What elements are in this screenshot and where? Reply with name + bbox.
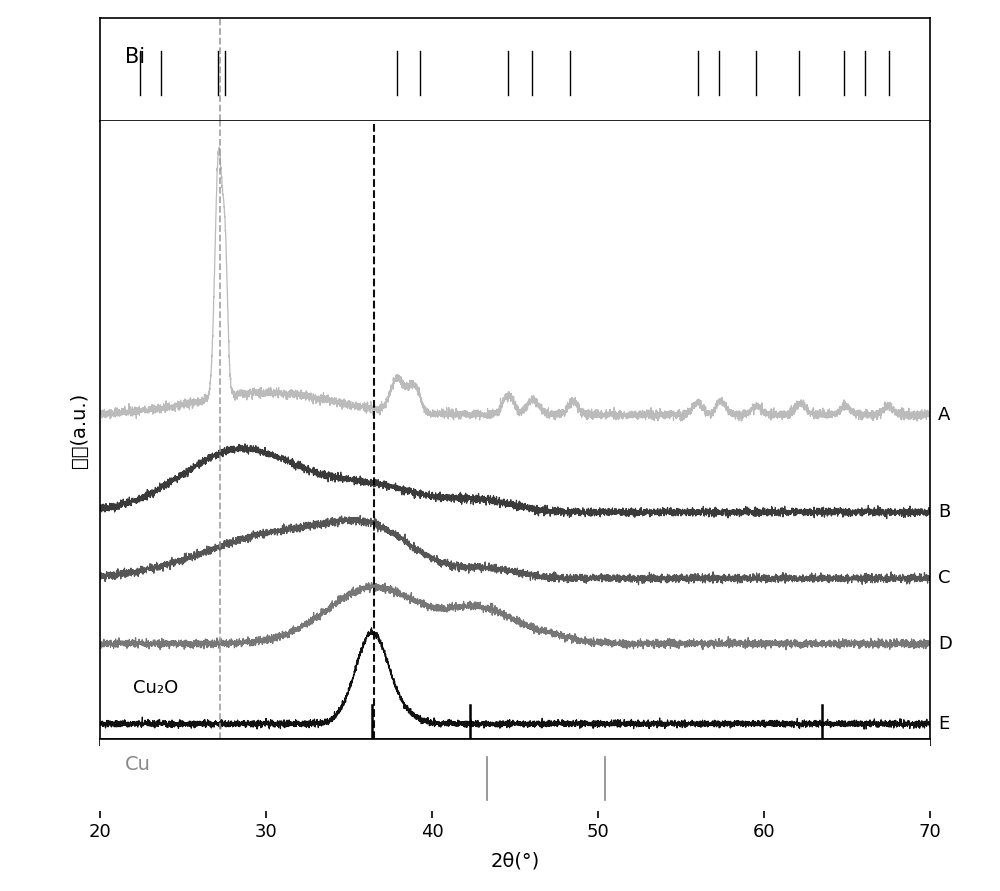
Y-axis label: 强度(a.u.): 强度(a.u.) [70,393,89,468]
Text: B: B [938,503,951,521]
Text: D: D [938,634,952,652]
X-axis label: 2θ(°): 2θ(°) [490,852,540,871]
Text: C: C [938,569,951,587]
Text: E: E [938,715,950,733]
Text: Bi: Bi [125,47,145,67]
Text: A: A [938,405,951,423]
Text: Cu₂O: Cu₂O [133,679,178,697]
Text: Cu: Cu [125,755,151,774]
